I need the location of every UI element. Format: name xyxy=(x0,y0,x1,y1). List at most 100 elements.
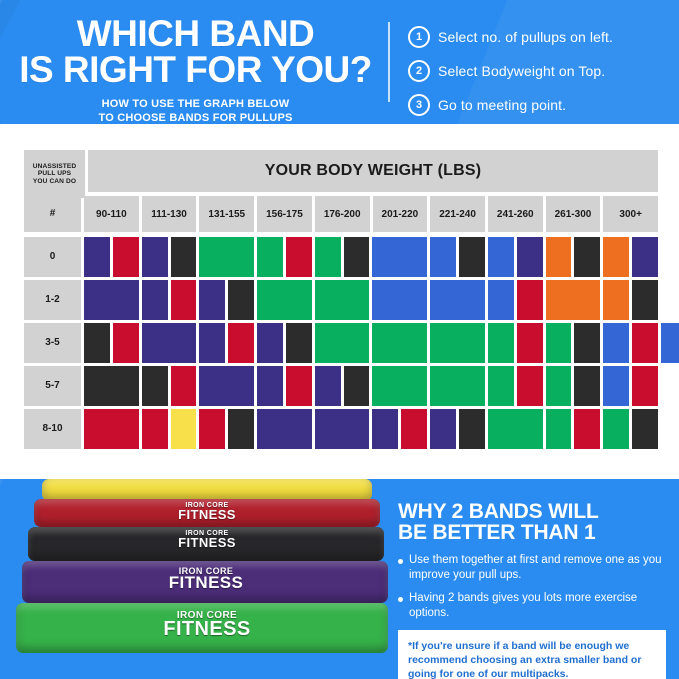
band-cell-green xyxy=(545,323,572,363)
row-cells xyxy=(84,280,658,320)
band-cell-black xyxy=(574,237,601,277)
band-cell-purple xyxy=(314,409,370,449)
band-cell-red xyxy=(170,366,197,406)
why-title-line1: WHY 2 BANDS WILL xyxy=(398,500,599,523)
row-header-1-2: 1-2 xyxy=(24,280,81,320)
band-cell-red xyxy=(401,409,428,449)
row-header-5-7: 5-7 xyxy=(24,366,81,406)
band-cell-purple xyxy=(199,366,255,406)
column-header-156-175: 156-175 xyxy=(257,196,312,232)
band-cell-purple xyxy=(430,409,456,449)
column-header-176-200: 176-200 xyxy=(314,196,370,232)
band-cell-orange xyxy=(603,280,630,320)
band-chart-table: UNASSISTED PULL UPS YOU CAN DO YOUR BODY… xyxy=(24,150,679,452)
table-banner-row: UNASSISTED PULL UPS YOU CAN DO YOUR BODY… xyxy=(24,150,658,198)
band-cell-purple xyxy=(141,237,168,277)
band-cell-blue xyxy=(430,280,485,320)
step-text-3: Go to meeting point. xyxy=(438,97,567,113)
band-cell-red xyxy=(228,323,255,363)
band-cell-red xyxy=(285,237,312,277)
row-cells xyxy=(84,237,658,277)
why-bullets: Use them together at first and remove on… xyxy=(398,553,666,621)
band-cell-orange xyxy=(545,237,572,277)
column-header-300+: 300+ xyxy=(603,196,659,232)
band-cell-red xyxy=(632,323,658,363)
page-title-line2: IS RIGHT FOR YOU? xyxy=(19,48,372,90)
band-cell-red xyxy=(632,366,658,406)
step-number-badge-3: 3 xyxy=(408,94,430,116)
band-cell-black xyxy=(343,366,370,406)
corner-line1: UNASSISTED xyxy=(32,162,77,170)
band-cell-red xyxy=(574,409,601,449)
band-cell-black xyxy=(84,323,110,363)
band-cell-red xyxy=(112,237,139,277)
band-cell-red xyxy=(199,409,226,449)
band-cell-purple xyxy=(257,366,283,406)
row-cells xyxy=(84,323,679,363)
band-cell-green xyxy=(314,280,370,320)
band-cell-green xyxy=(257,237,283,277)
band-cell-green xyxy=(487,366,514,406)
band-cell-black xyxy=(141,366,168,406)
why-note: *If you're unsure if a band will be enou… xyxy=(398,629,666,679)
column-header-131-155: 131-155 xyxy=(199,196,255,232)
column-header-111-130: 111-130 xyxy=(141,196,197,232)
band-cell-purple xyxy=(516,237,543,277)
band-cell-purple xyxy=(257,409,312,449)
band-cell-black xyxy=(285,323,312,363)
band-cell-black xyxy=(458,237,485,277)
why-title-line2: BE BETTER THAN 1 xyxy=(398,521,596,544)
yellow-band xyxy=(42,479,372,501)
row-cells xyxy=(84,366,658,406)
table-row: 3-5 xyxy=(24,323,679,363)
why-bullet-text-2: Having 2 bands gives you lots more exerc… xyxy=(409,592,638,620)
band-cell-green xyxy=(545,366,572,406)
hero-subtitle-line2: TO CHOOSE BANDS FOR PULLUPS xyxy=(98,111,293,124)
bullet-dot-icon xyxy=(398,597,403,603)
why-title: WHY 2 BANDS WILL BE BETTER THAN 1 xyxy=(398,501,666,543)
band-cell-green xyxy=(257,280,312,320)
red-band xyxy=(34,499,380,527)
table-row: 0 xyxy=(24,237,658,277)
band-cell-purple xyxy=(141,323,197,363)
table-row: 1-2 xyxy=(24,280,658,320)
band-cell-black xyxy=(574,323,601,363)
band-cell-blue xyxy=(487,280,514,320)
band-cell-red xyxy=(516,280,543,320)
band-cell-red xyxy=(84,409,139,449)
steps-list: 1 Select no. of pullups on left. 2 Selec… xyxy=(408,26,613,124)
column-header-90-110: 90-110 xyxy=(84,196,139,232)
band-cell-black xyxy=(84,366,139,406)
band-cell-black xyxy=(574,366,601,406)
bullet-dot-icon xyxy=(398,559,403,564)
band-cell-red xyxy=(141,409,168,449)
band-cell-red xyxy=(516,323,543,363)
band-cell-green xyxy=(430,323,485,363)
band-cell-red xyxy=(516,366,543,406)
row-cells xyxy=(84,409,658,449)
band-cell-purple xyxy=(314,366,341,406)
hero-subtitle: HOW TO USE THE GRAPH BELOW TO CHOOSE BAN… xyxy=(18,97,373,124)
band-cell-purple xyxy=(257,323,283,363)
row-header-0: 0 xyxy=(24,237,81,277)
band-cell-black xyxy=(632,409,658,449)
band-cell-purple xyxy=(84,237,110,277)
hero-subtitle-line1: HOW TO USE THE GRAPH BELOW xyxy=(101,97,290,110)
band-cell-black xyxy=(458,409,485,449)
green-band xyxy=(16,603,388,653)
step-item-3: 3 Go to meeting point. xyxy=(408,94,613,116)
band-cell-green xyxy=(487,409,543,449)
column-header-241-260: 241-260 xyxy=(487,196,543,232)
table-body: 0 1-2 3-5 5-7 8-10 xyxy=(24,237,679,449)
band-cell-green xyxy=(199,237,255,277)
row-header-8-10: 8-10 xyxy=(24,409,81,449)
hero-header: WHICH BAND IS RIGHT FOR YOU? HOW TO USE … xyxy=(0,0,679,124)
column-header-261-300: 261-300 xyxy=(545,196,601,232)
band-cell-blue xyxy=(487,237,514,277)
step-item-2: 2 Select Bodyweight on Top. xyxy=(408,60,613,82)
band-cell-purple xyxy=(632,237,658,277)
band-cell-blue xyxy=(372,280,428,320)
hero-divider xyxy=(388,22,390,102)
why-bullet-1: Use them together at first and remove on… xyxy=(398,553,666,582)
